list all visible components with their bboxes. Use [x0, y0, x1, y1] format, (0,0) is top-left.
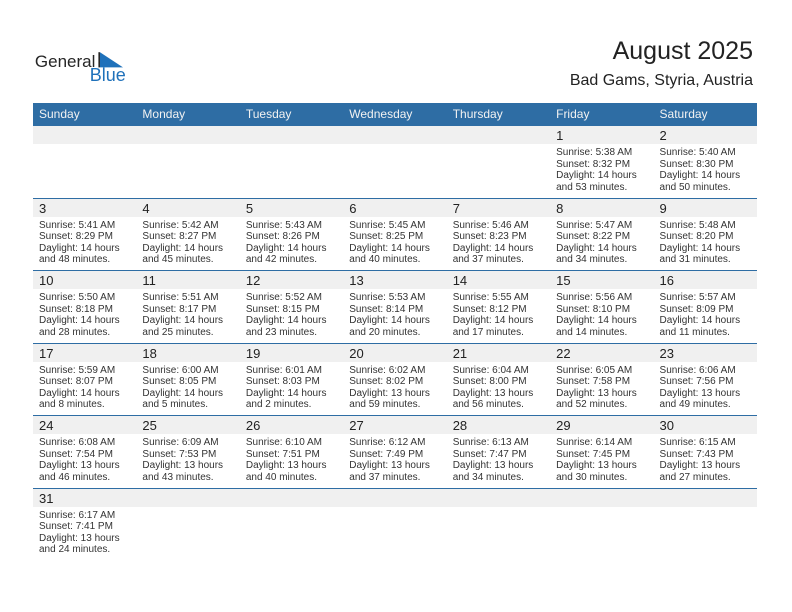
svg-text:Blue: Blue [90, 65, 126, 85]
svg-text:General: General [35, 52, 95, 71]
